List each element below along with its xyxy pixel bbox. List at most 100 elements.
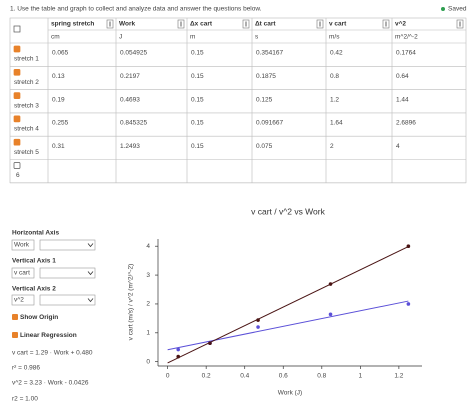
control-label: Vertical Axis 1 [12, 258, 56, 265]
data-point [406, 302, 411, 306]
select-box[interactable] [11, 267, 35, 279]
cell-value: 1.2 [330, 96, 339, 103]
column-unit: m [190, 34, 195, 41]
data-point [256, 325, 260, 329]
column-unit: cm [51, 34, 60, 41]
cell-value: 0.15 [191, 50, 204, 57]
status-dot [441, 7, 445, 11]
cell-value: 2.6896 [396, 120, 416, 127]
y-tick-label: 4 [146, 243, 150, 250]
row-checkbox[interactable] [13, 68, 21, 76]
checkbox-label: Linear Regression [20, 332, 77, 339]
row-label: stretch 1 [14, 56, 39, 63]
cell-value: 1.2493 [120, 143, 140, 150]
x-axis-label: Work (J) [278, 390, 302, 397]
cell-value: 0.1875 [256, 73, 276, 80]
checkbox[interactable] [12, 332, 18, 338]
cell-value: 0.64 [396, 73, 409, 80]
row-label: stretch 4 [14, 126, 39, 133]
column-unit: m/s [329, 34, 340, 41]
row-checkbox[interactable] [13, 45, 21, 53]
status: Saved [448, 6, 467, 13]
select-all-checkbox[interactable] [13, 25, 21, 33]
regression-line [167, 246, 409, 364]
row-label: stretch 2 [14, 79, 39, 86]
cell-value: 1.44 [396, 96, 409, 103]
select-value: v^2 [14, 297, 24, 304]
row-label: stretch 3 [14, 102, 39, 109]
column-name: Δt cart [255, 21, 276, 28]
y-axis-label: v cart (m/s) / v^2 (m^2/^-2) [128, 264, 135, 341]
cell-value: 0.125 [256, 96, 273, 103]
column-name: v^2 [395, 20, 406, 28]
cell-value: 0.091667 [256, 120, 283, 127]
row-checkbox[interactable] [13, 92, 21, 99]
select-value: v cart [14, 270, 30, 277]
equation: v cart = 1.29 · Work + 0.480 [12, 350, 93, 357]
cell-value: 0.15 [191, 96, 204, 103]
chart-title: v cart / v^2 vs Work [251, 206, 325, 216]
select-box[interactable] [39, 239, 96, 251]
cell-value: 0.2197 [120, 73, 140, 80]
select-box[interactable] [11, 294, 35, 306]
cell-value: 2 [330, 143, 334, 150]
select-arrow [87, 298, 94, 303]
data-point [256, 318, 260, 322]
x-tick-label: 0 [166, 373, 170, 380]
cell-value: 0.845325 [120, 120, 147, 127]
data-point [328, 282, 333, 286]
select-box[interactable] [39, 294, 96, 306]
data-point [406, 244, 411, 249]
control-label: Horizontal Axis [12, 230, 59, 237]
checkbox-label: Show Origin [20, 314, 58, 321]
x-tick-label: 1 [359, 373, 363, 380]
cell-value: 0.42 [330, 50, 343, 57]
column-unit: m^2/^-2 [395, 34, 418, 41]
column-name: spring stretch [51, 21, 94, 28]
y-tick-label: 1 [146, 330, 150, 337]
cell-value: 0.075 [256, 143, 273, 150]
y-tick-label: 0 [146, 358, 150, 365]
equation: v^2 = 3.23 · Work - 0.0426 [12, 380, 89, 387]
data-point [328, 312, 333, 317]
cell-value: 0.054925 [120, 50, 147, 57]
x-tick-label: 0.4 [240, 373, 249, 380]
instruction: 1. Use the table and graph to collect an… [10, 6, 262, 13]
y-tick-label: 2 [146, 301, 150, 308]
checkbox[interactable] [12, 314, 18, 320]
x-tick-label: 0.8 [317, 373, 326, 380]
x-tick-label: 0.2 [202, 373, 211, 380]
cell-value: 0.8 [330, 73, 339, 80]
data-point [176, 354, 181, 359]
row-checkbox[interactable] [13, 138, 21, 146]
cell-value: 4 [396, 143, 400, 150]
cell-value: 0.1764 [396, 50, 416, 57]
row-checkbox[interactable] [13, 115, 21, 123]
control-label: Vertical Axis 2 [12, 286, 56, 293]
select-arrow [87, 271, 94, 276]
select-arrow [87, 243, 94, 248]
cell-value: 0.255 [52, 120, 69, 127]
column-name: v cart [329, 21, 347, 28]
row-label: 6 [16, 172, 20, 179]
equation: r² = 0.986 [12, 365, 40, 372]
x-tick-label: 1.2 [394, 373, 403, 380]
cell-value: 0.19 [52, 96, 65, 103]
equation: r2 = 1.00 [12, 396, 38, 403]
y-tick-label: 3 [146, 272, 150, 279]
cell-value: 0.15 [191, 120, 204, 127]
cell-value: 0.15 [191, 73, 204, 80]
cell-value: 1.64 [330, 120, 343, 127]
row-checkbox[interactable] [13, 162, 21, 169]
select-value: Work [14, 242, 30, 249]
row-label: stretch 5 [14, 149, 39, 156]
select-box[interactable] [11, 239, 35, 251]
cell-value: 0.4693 [120, 96, 140, 103]
column-name: Work [119, 21, 136, 28]
select-box[interactable] [39, 267, 96, 279]
column-unit: s [255, 34, 259, 41]
cell-value: 0.065 [52, 50, 69, 57]
regression-line [167, 300, 409, 351]
data-point [176, 347, 181, 352]
